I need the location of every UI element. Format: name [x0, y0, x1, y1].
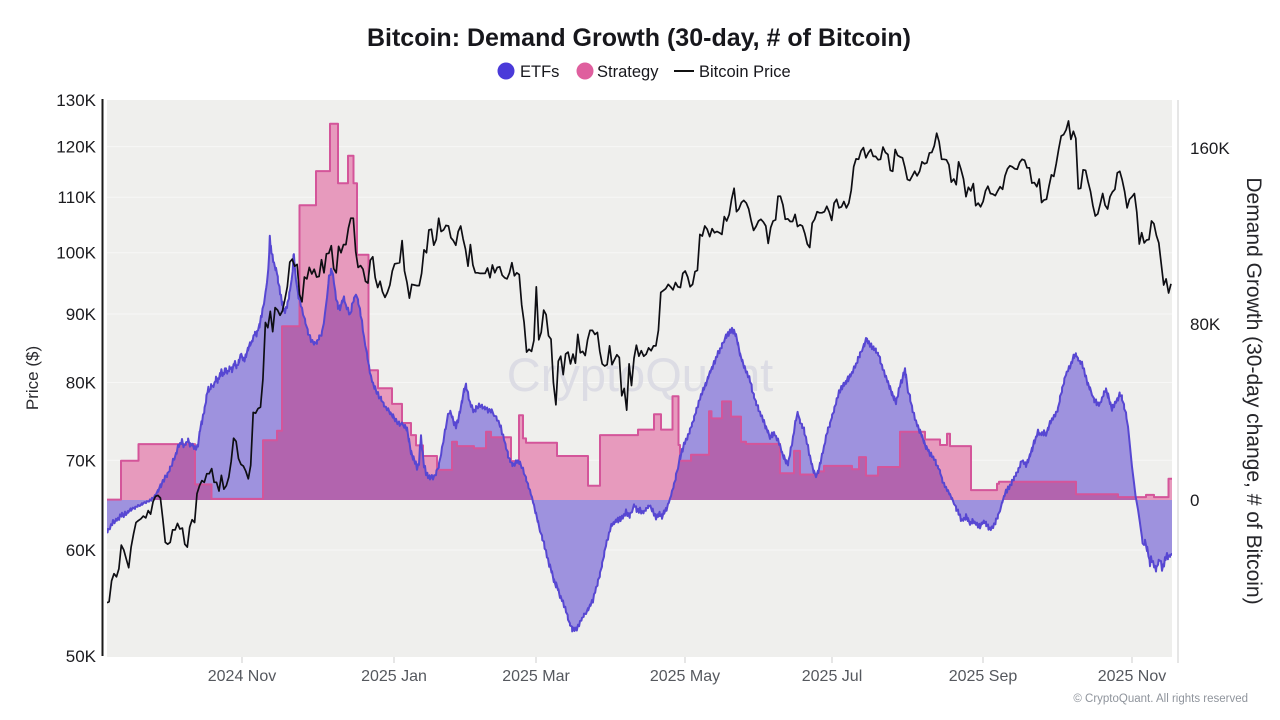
- svg-text:0: 0: [1190, 491, 1199, 510]
- svg-text:Demand Growth (30-day change,: Demand Growth (30-day change, # of Bitco…: [1242, 177, 1265, 604]
- svg-text:70K: 70K: [66, 451, 97, 470]
- svg-text:ETFs: ETFs: [520, 63, 559, 81]
- svg-text:60K: 60K: [66, 541, 97, 560]
- svg-text:Bitcoin: Demand Growth (30-day: Bitcoin: Demand Growth (30-day, # of Bit…: [367, 24, 911, 52]
- svg-text:80K: 80K: [66, 374, 97, 393]
- svg-text:130K: 130K: [56, 91, 96, 110]
- svg-text:160K: 160K: [1190, 139, 1230, 158]
- svg-text:Bitcoin Price: Bitcoin Price: [699, 63, 791, 81]
- svg-text:120K: 120K: [56, 138, 96, 157]
- svg-text:50K: 50K: [66, 647, 97, 666]
- svg-text:2024 Nov: 2024 Nov: [208, 668, 277, 685]
- svg-text:100K: 100K: [56, 244, 96, 263]
- svg-text:2025 Jan: 2025 Jan: [361, 668, 427, 685]
- svg-text:2025 Nov: 2025 Nov: [1098, 668, 1167, 685]
- svg-text:110K: 110K: [58, 188, 97, 207]
- svg-text:Price ($): Price ($): [23, 346, 42, 410]
- svg-text:2025 May: 2025 May: [650, 668, 720, 685]
- svg-text:Strategy: Strategy: [597, 63, 659, 81]
- svg-text:2025 Sep: 2025 Sep: [949, 668, 1018, 685]
- svg-text:2025 Jul: 2025 Jul: [802, 668, 863, 685]
- svg-text:© CryptoQuant. All rights rese: © CryptoQuant. All rights reserved: [1073, 693, 1248, 705]
- svg-text:2025 Mar: 2025 Mar: [502, 668, 570, 685]
- svg-text:80K: 80K: [1190, 315, 1221, 334]
- svg-text:90K: 90K: [66, 305, 97, 324]
